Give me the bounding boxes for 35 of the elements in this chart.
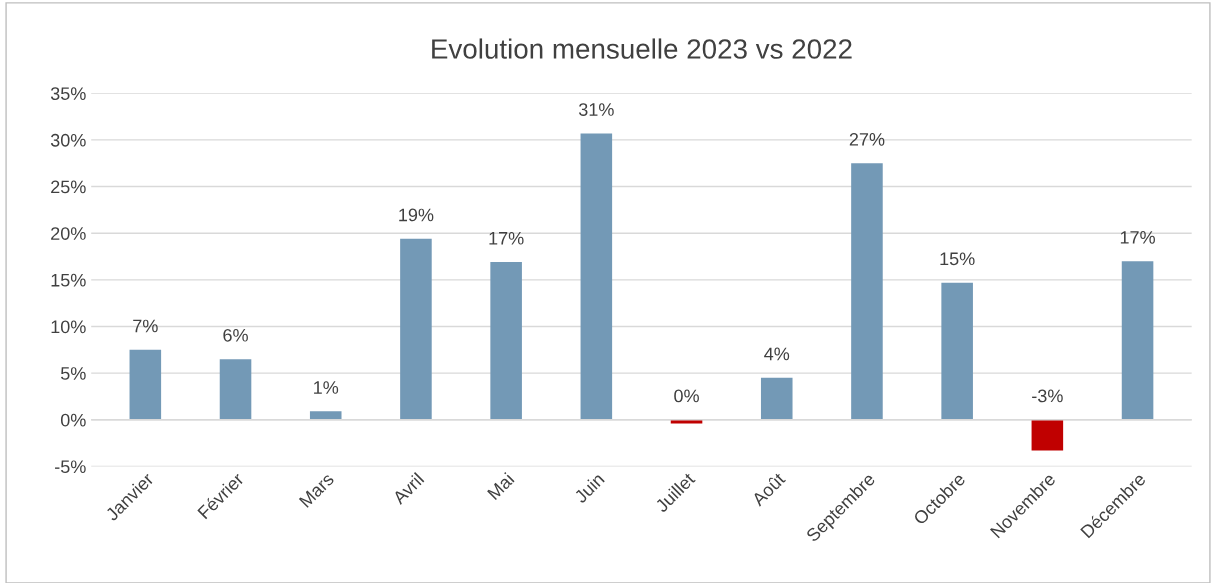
bar <box>129 349 162 420</box>
data-label: 19% <box>399 208 434 222</box>
x-tick-label: Juin <box>573 472 605 504</box>
bar <box>400 238 432 420</box>
data-label: 17% <box>1120 231 1155 244</box>
data-label: -3% <box>1032 389 1063 403</box>
y-tick-label: 0% <box>60 413 86 427</box>
data-label: 7% <box>133 319 158 333</box>
y-tick-label: 5% <box>60 367 86 380</box>
y-tick-label: 30% <box>50 133 86 147</box>
data-label: 17% <box>489 231 524 245</box>
bar <box>851 163 883 420</box>
data-label: 31% <box>578 103 614 116</box>
y-tick-label: 35% <box>50 87 86 100</box>
data-label: 27% <box>849 133 885 146</box>
y-tick-label: 25% <box>51 180 86 194</box>
y-tick-label: 15% <box>51 273 86 287</box>
y-tick-label: 10% <box>51 320 86 334</box>
bar <box>580 133 613 420</box>
bar <box>941 282 973 420</box>
bar <box>219 359 252 420</box>
data-label: 1% <box>314 381 339 394</box>
bar <box>490 262 522 420</box>
bar <box>1121 261 1154 420</box>
data-label: 6% <box>223 328 248 342</box>
data-label: 4% <box>764 347 790 361</box>
bar <box>760 377 793 420</box>
x-tick-label: Mai <box>486 472 515 501</box>
data-label: 15% <box>940 252 975 266</box>
data-label: 0% <box>674 389 699 403</box>
y-tick-label: -5% <box>55 460 86 474</box>
y-tick-label: 20% <box>51 227 86 240</box>
bar <box>309 411 342 420</box>
chart-title: Evolution mensuelle 2023 vs 2022 <box>432 38 852 59</box>
bar <box>1031 419 1064 451</box>
